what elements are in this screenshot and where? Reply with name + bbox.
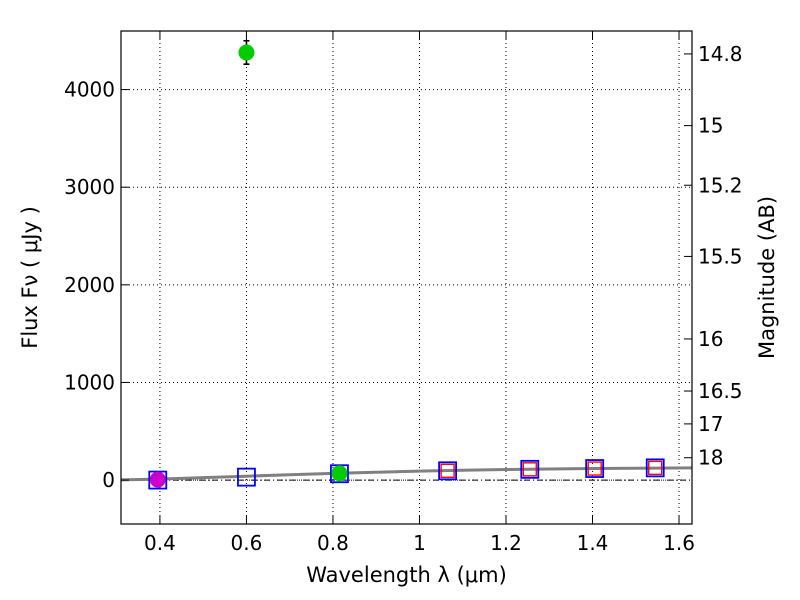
y-tick-label: 2000	[64, 273, 115, 297]
model-photometry-square	[330, 464, 349, 484]
model-spectrum-line	[120, 466, 693, 482]
observed-nir-square	[648, 460, 663, 476]
observed-nir-square	[522, 462, 537, 477]
x-tick-label: 0.8	[317, 531, 349, 555]
axis-ticks	[121, 31, 692, 524]
x-axis-title: Wavelength λ (μm)	[306, 563, 507, 587]
model-photometry-square	[585, 459, 605, 478]
observed-optical-point	[238, 44, 255, 61]
y2-tick-labels: 14.8 15 15.2 15.5 16 16.5 17 18	[698, 42, 743, 470]
plot-frame	[120, 30, 693, 525]
y-axis-title: Flux Fν ( μJy )	[18, 206, 42, 349]
y2-tick-label: 17	[698, 412, 723, 436]
x-tick-label: 1.4	[577, 531, 609, 555]
observed-blue-point	[149, 471, 166, 488]
data-series	[120, 39, 693, 490]
observed-nir-square	[440, 463, 455, 478]
y-tick-labels: 0 1000 2000 3000 4000	[64, 78, 115, 492]
model-photometry-square	[148, 470, 168, 490]
y2-axis-title: Magnitude (AB)	[755, 196, 779, 359]
y2-tick-label: 16	[698, 327, 723, 351]
y-tick-label: 1000	[64, 370, 115, 394]
x-tick-label: 1	[413, 531, 426, 555]
y2-tick-label: 16.5	[698, 379, 743, 403]
y-tick-label: 0	[102, 468, 115, 492]
model-photometry-square	[645, 458, 665, 478]
observed-nir-square	[587, 461, 602, 476]
grid	[121, 31, 692, 524]
y2-tick-label: 18	[698, 446, 723, 470]
x-tick-label: 0.4	[144, 531, 176, 555]
model-photometry-square	[438, 461, 457, 481]
model-photometry-square	[520, 459, 540, 479]
x-tick-label: 1.2	[490, 531, 522, 555]
y2-tick-label: 15	[698, 114, 723, 138]
y2-tick-label: 14.8	[698, 42, 743, 66]
y2-tick-label: 15.2	[698, 173, 743, 197]
y2-tick-label: 15.5	[698, 244, 743, 268]
y-tick-label: 4000	[64, 78, 115, 102]
model-photometry-square	[237, 467, 256, 487]
observed-optical-point	[331, 465, 348, 482]
x-tick-label: 0.6	[231, 531, 263, 555]
x-tick-label: 1.6	[663, 531, 695, 555]
x-tick-labels: 0.4 0.6 0.8 1 1.2 1.4 1.6	[144, 531, 695, 555]
y-tick-label: 3000	[64, 175, 115, 199]
